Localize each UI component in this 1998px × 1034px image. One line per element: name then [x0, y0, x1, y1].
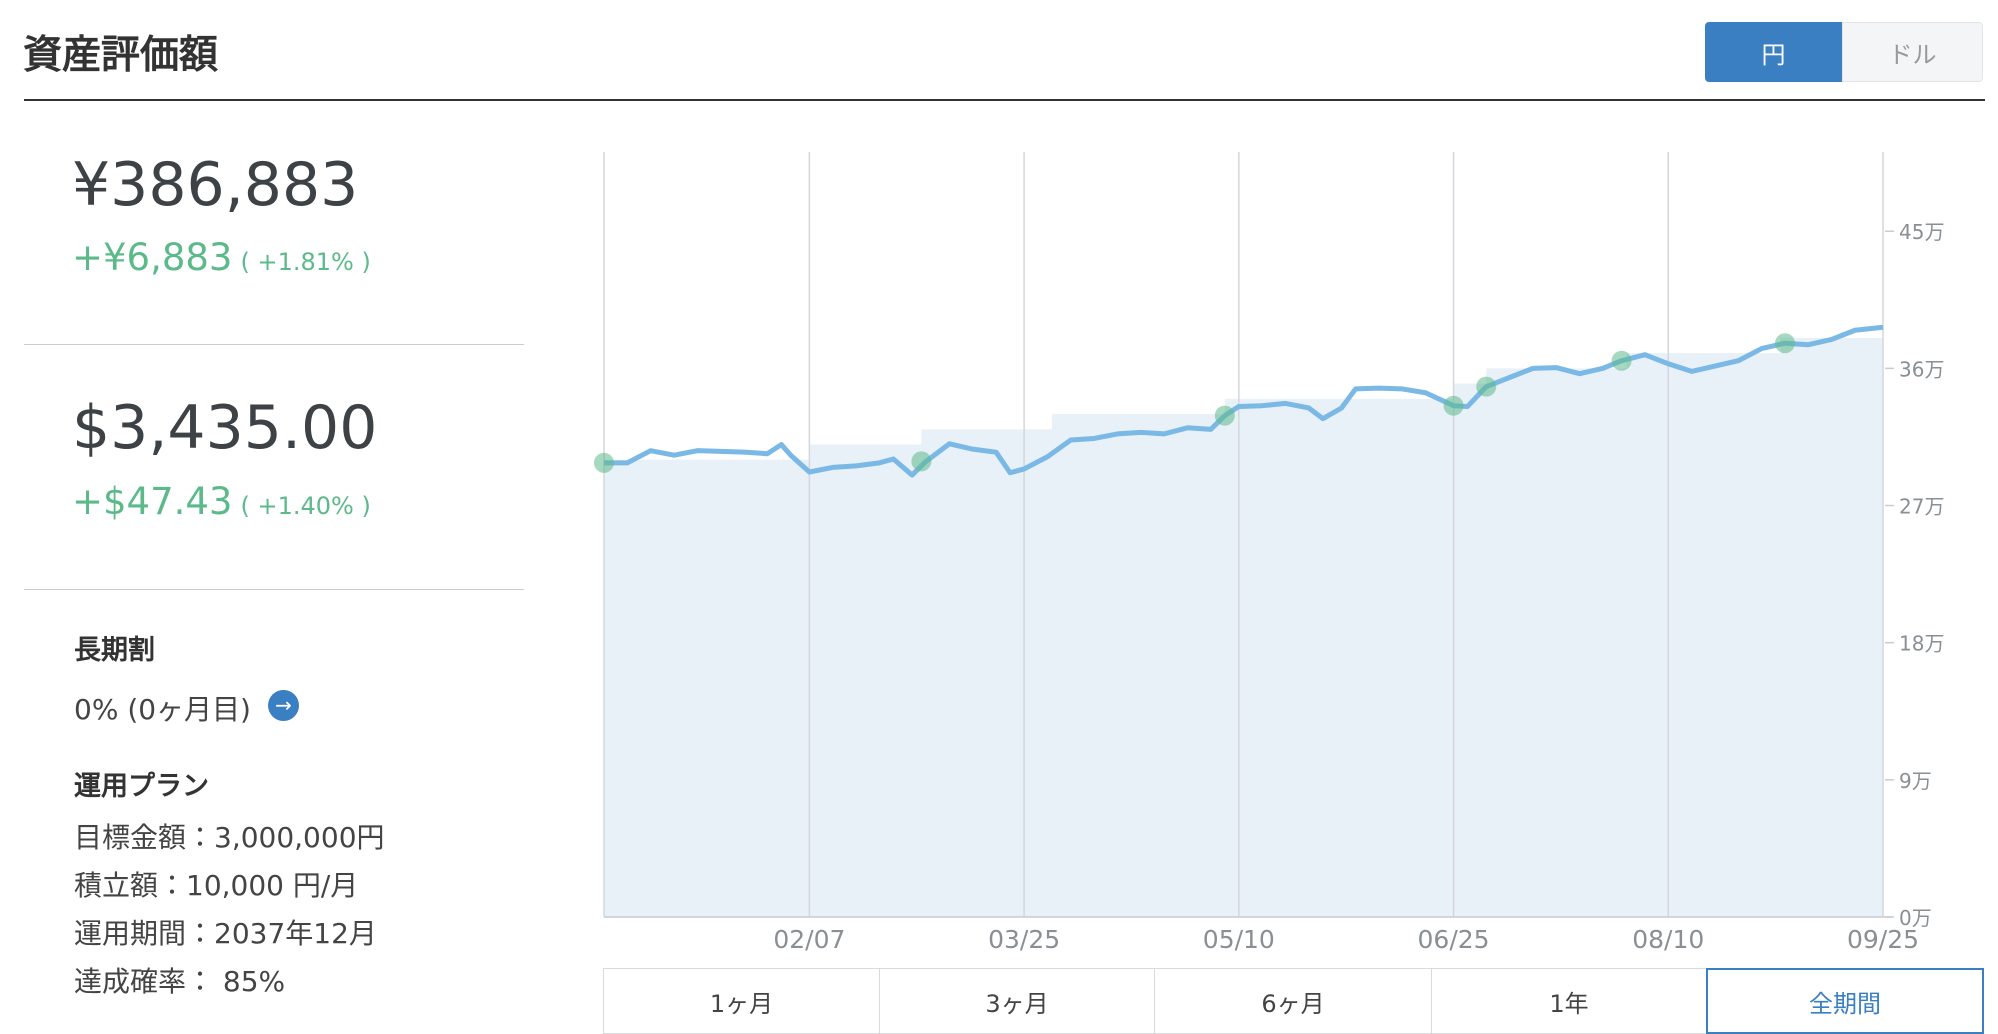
long-term-title: 長期割	[74, 635, 155, 666]
deposit-marker	[1774, 333, 1795, 354]
period-button[interactable]: 全期間	[1706, 968, 1984, 1034]
jpy-change: +¥6,883( +1.81% )	[72, 236, 371, 279]
usd-change: +$47.43( +1.40% )	[72, 480, 371, 523]
deposit-marker	[594, 452, 614, 473]
currency-yen[interactable]: 円	[1705, 22, 1842, 82]
deposit-marker	[911, 451, 932, 472]
deposit-marker	[1214, 405, 1235, 426]
deposit-marker	[1443, 395, 1464, 416]
x-tick-label: 08/10	[1632, 925, 1704, 954]
x-tick-label: 03/25	[988, 925, 1060, 954]
jpy-change-pct: ( +1.81% )	[240, 248, 371, 276]
plan-item: 積立額：10,000 円/月	[74, 869, 359, 902]
plan-item: 運用期間：2037年12月	[74, 917, 377, 950]
y-tick-label: 45万	[1899, 220, 1944, 244]
deposit-marker	[1476, 376, 1497, 397]
arrow-button[interactable]: →	[268, 690, 299, 721]
y-tick-label: 9万	[1899, 769, 1932, 793]
x-tick-label: 02/07	[773, 925, 845, 954]
long-term-value: 0% (0ヶ月目)	[74, 693, 251, 726]
page-title: 資産評価額	[23, 33, 219, 78]
x-tick-label: 09/25	[1847, 925, 1919, 954]
period-button[interactable]: 1ヶ月	[603, 968, 880, 1034]
divider	[24, 344, 524, 345]
period-button[interactable]: 6ヶ月	[1154, 968, 1432, 1034]
period-button[interactable]: 3ヶ月	[879, 968, 1155, 1034]
jpy-value: ¥386,883	[72, 150, 359, 220]
period-button[interactable]: 1年	[1431, 968, 1707, 1034]
principal-area	[604, 337, 1883, 917]
y-tick-label: 27万	[1899, 495, 1944, 519]
y-tick-label: 18万	[1899, 632, 1944, 656]
deposit-marker	[1611, 350, 1632, 371]
plan-title: 運用プラン	[74, 771, 209, 802]
y-tick-label: 36万	[1899, 357, 1944, 381]
x-tick-label: 06/25	[1418, 925, 1490, 954]
plan-item: 達成確率： 85%	[74, 965, 286, 998]
divider	[24, 589, 524, 590]
plan-item: 目標金額：3,000,000円	[74, 821, 385, 854]
jpy-change-amount: +¥6,883	[72, 236, 233, 279]
y-tick-label: 0万	[1899, 906, 1932, 930]
header-rule	[24, 99, 1985, 101]
x-tick-label: 05/10	[1203, 925, 1275, 954]
currency-dollar[interactable]: ドル	[1842, 22, 1983, 82]
usd-value: $3,435.00	[72, 393, 378, 463]
usd-change-amount: +$47.43	[72, 480, 233, 523]
usd-change-pct: ( +1.40% )	[240, 492, 371, 520]
